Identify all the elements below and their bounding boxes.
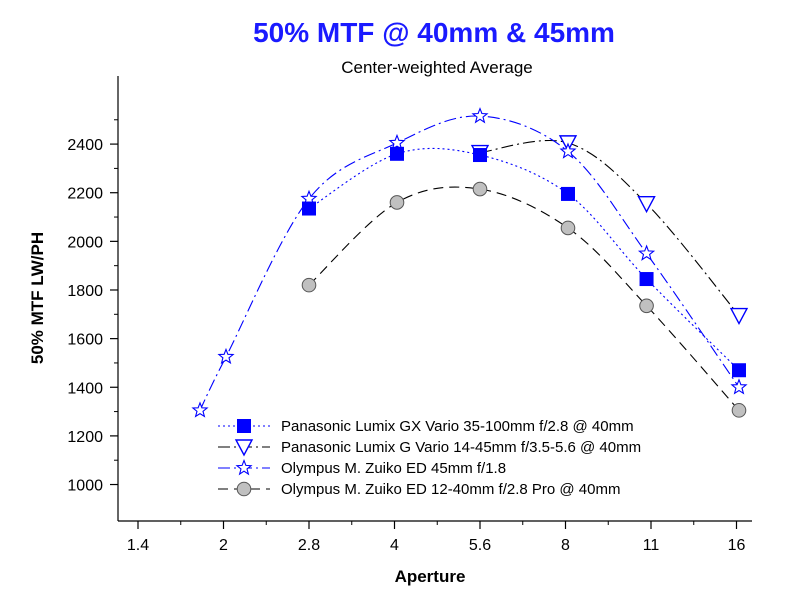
x-tick-label: 5.6 [469,537,491,554]
legend-label: Olympus M. Zuiko ED 45mm f/1.8 [281,460,506,477]
data-point [639,298,654,314]
y-tick-label: 1600 [67,332,103,349]
data-point [473,148,487,163]
data-point [191,401,209,418]
y-tick-label: 1000 [67,478,103,495]
series-line [479,139,740,316]
y-tick-label: 1800 [67,283,103,300]
x-tick-label: 2.8 [298,537,320,554]
chart-subtitle: Center-weighted Average [341,58,533,77]
data-point [559,142,577,159]
series-line [308,186,740,411]
y-axis-label: 50% MTF LW/PH [28,232,47,364]
data-point [637,195,656,214]
x-tick-label: 16 [728,537,746,554]
data-point [560,186,575,201]
y-tick-label: 1400 [67,380,103,397]
legend-item: Panasonic Lumix G Vario 14-45mm f/3.5-5.… [218,439,641,457]
data-point [560,220,576,236]
y-tick-label: 1200 [67,429,103,446]
legend-label: Olympus M. Zuiko ED 12-40mm f/2.8 Pro @ … [281,481,621,498]
x-tick-label: 8 [561,537,570,554]
series-layer [191,107,749,418]
series-line [308,147,740,371]
legend-label: Panasonic Lumix G Vario 14-45mm f/3.5-5.… [281,439,641,456]
data-point [637,244,656,261]
data-point [302,201,316,216]
data-point [389,195,405,210]
x-ticks: 1.4 2 2.8 4 5.6 8 11 16 [127,521,746,554]
legend-marker [234,439,254,457]
data-point [388,133,406,151]
y-ticks: 1000 1200 1400 1600 1800 2000 2200 2400 [67,119,118,495]
y-tick-label: 2000 [67,234,103,251]
data-point [471,107,489,124]
data-point [301,277,317,293]
legend-item: Olympus M. Zuiko ED 12-40mm f/2.8 Pro @ … [218,481,621,498]
legend-label: Panasonic Lumix GX Vario 35-100mm f/2.8 … [281,418,634,435]
x-tick-label: 11 [643,537,660,554]
legend-marker [235,458,253,476]
legend-marker [237,419,251,433]
data-point [731,403,747,418]
series-line [199,115,740,411]
x-tick-label: 4 [390,537,399,554]
series-2 [191,107,748,418]
data-point [729,307,749,326]
series-3 [301,181,747,418]
y-tick-label: 2200 [67,186,103,203]
legend: Panasonic Lumix GX Vario 35-100mm f/2.8 … [218,418,641,498]
legend-item: Panasonic Lumix GX Vario 35-100mm f/2.8 … [218,418,634,435]
y-tick-label: 2400 [67,137,103,154]
data-point [472,181,488,197]
x-axis-label: Aperture [395,567,466,586]
series-0 [302,146,746,378]
data-point [730,378,748,395]
x-tick-label: 1.4 [127,537,149,554]
data-point [731,363,746,378]
data-point [217,347,235,365]
series-1 [470,135,749,326]
data-point [389,146,404,161]
legend-marker [236,481,252,497]
data-point [639,272,654,287]
chart-title: 50% MTF @ 40mm & 45mm [253,17,615,48]
legend-item: Olympus M. Zuiko ED 45mm f/1.8 [218,458,506,477]
x-tick-label: 2 [219,537,228,554]
